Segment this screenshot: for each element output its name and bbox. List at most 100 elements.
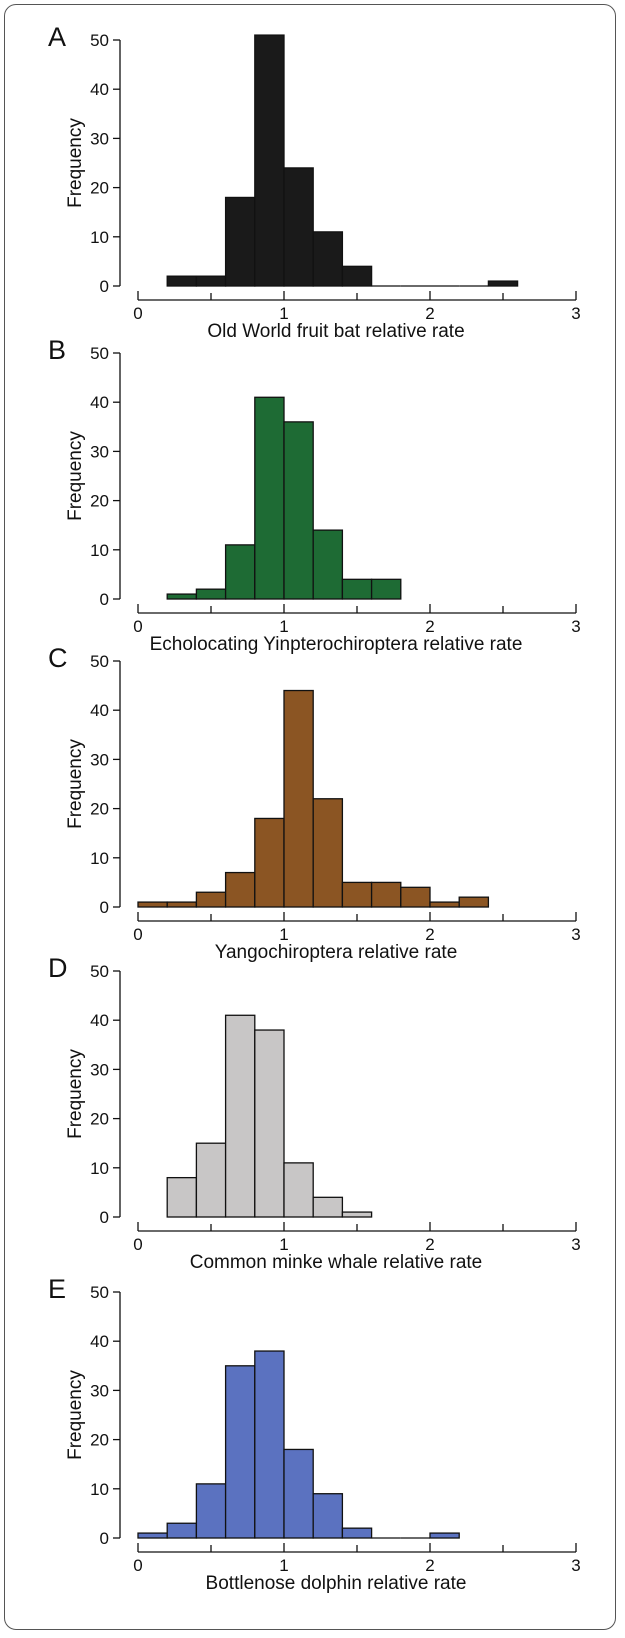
histogram-bar (254, 34, 285, 287)
histogram-bar (341, 881, 373, 908)
y-tick-label: 40 (90, 1332, 109, 1351)
histogram-bar (487, 280, 519, 287)
y-tick-label: 50 (90, 31, 109, 50)
x-tick-label: 3 (571, 1556, 580, 1575)
y-tick-label: 10 (90, 541, 109, 560)
histogram-bar (137, 1532, 168, 1539)
x-tick-label: 0 (133, 1556, 142, 1575)
histogram-bar (166, 593, 198, 600)
x-tick-label: 0 (133, 1235, 142, 1254)
x-tick-label: 0 (133, 617, 142, 636)
panel-a: A 0 10 20 30 40 50 Frequency 0 1 2 3 Old World fruit… (48, 22, 581, 342)
x-axis-title: Echolocating Yinpterochiroptera relative… (150, 634, 523, 655)
x-tick-label: 2 (425, 617, 434, 636)
y-tick-label: 30 (90, 129, 109, 148)
histogram-bar (224, 196, 256, 287)
y-tick-label: 50 (90, 1283, 109, 1302)
x-tick-label: 1 (279, 617, 288, 636)
y-tick-label: 20 (90, 1110, 109, 1129)
x-tick-label: 2 (425, 925, 434, 944)
y-tick-label: 50 (90, 344, 109, 363)
histogram-bar (254, 1350, 285, 1539)
histogram-bar (166, 275, 198, 287)
histogram-bar (137, 901, 168, 908)
y-tick-label: 10 (90, 1159, 109, 1178)
y-tick-label: 40 (90, 701, 109, 720)
y-tick-label: 30 (90, 750, 109, 769)
histogram-bar (429, 1532, 460, 1539)
histogram-bar (224, 1365, 256, 1539)
y-tick-label: 40 (90, 1011, 109, 1030)
x-axis-title: Common minke whale relative rate (190, 1252, 483, 1273)
x-tick-label: 2 (425, 304, 434, 323)
histogram-bar (283, 421, 314, 600)
histogram-bar (195, 588, 227, 600)
panel-b: B 0 10 20 30 40 50 Frequency 0 1 2 3 Echolocating Yi… (48, 335, 581, 655)
histogram-bar (341, 265, 373, 287)
histogram-bar (429, 901, 460, 908)
panel-label: C (48, 643, 68, 673)
y-tick-label: 0 (100, 898, 109, 917)
y-tick-label: 50 (90, 652, 109, 671)
histogram-bar (224, 1014, 256, 1218)
y-tick-label: 40 (90, 80, 109, 99)
histogram-bar (312, 1493, 344, 1539)
histogram-bar (283, 1162, 314, 1218)
panel-label: D (48, 953, 68, 983)
y-axis-title: Frequency (65, 1370, 86, 1460)
y-axis-title: Frequency (65, 1049, 86, 1139)
histogram-bar (312, 798, 344, 908)
y-tick-label: 10 (90, 1480, 109, 1499)
x-axis-title: Old World fruit bat relative rate (207, 321, 464, 342)
histogram-bar (341, 1527, 373, 1539)
histogram-bar (195, 891, 227, 908)
histogram-bar (166, 1522, 198, 1539)
panel-label: A (48, 22, 66, 52)
histogram-bar (458, 896, 490, 908)
histogram-bar (370, 578, 402, 600)
histogram-bar (254, 396, 285, 600)
x-tick-label: 1 (279, 925, 288, 944)
histogram-bar (195, 275, 227, 287)
y-tick-label: 0 (100, 590, 109, 609)
histogram-bar (312, 231, 344, 287)
y-axis-title: Frequency (65, 118, 86, 208)
y-tick-label: 50 (90, 962, 109, 981)
x-tick-label: 2 (425, 1235, 434, 1254)
x-tick-label: 1 (279, 1556, 288, 1575)
histogram-bar (341, 578, 373, 600)
y-axis-title: Frequency (65, 431, 86, 521)
histogram-bar (254, 817, 285, 908)
x-tick-label: 3 (571, 925, 580, 944)
panel-e: E 0 10 20 30 40 50 Frequency 0 1 2 3 Bottlenose dolp… (48, 1274, 581, 1594)
panel-label: B (48, 335, 66, 365)
histogram-bar (224, 871, 256, 908)
x-tick-label: 3 (571, 617, 580, 636)
histogram-bar (283, 167, 314, 287)
x-axis-title: Yangochiroptera relative rate (215, 942, 458, 963)
panel-c: C 0 10 20 30 40 50 Frequency 0 1 2 3 Yangochiroptera… (48, 643, 581, 963)
histogram-bar (341, 1211, 373, 1218)
panel-label: E (48, 1274, 66, 1304)
histogram-bar (370, 881, 402, 908)
y-tick-label: 20 (90, 492, 109, 511)
panel-d: D 0 10 20 30 40 50 Frequency 0 1 2 3 Common minke wh… (48, 953, 581, 1273)
histogram-bar (283, 689, 314, 908)
x-tick-label: 2 (425, 1556, 434, 1575)
y-tick-label: 0 (100, 277, 109, 296)
x-tick-label: 1 (279, 1235, 288, 1254)
histogram-bar (166, 1176, 198, 1218)
histogram-bar (400, 886, 431, 908)
histogram-bar (312, 1196, 344, 1218)
y-tick-label: 30 (90, 1381, 109, 1400)
histogram-bar (166, 901, 198, 908)
y-tick-label: 20 (90, 800, 109, 819)
histogram-bar (224, 544, 256, 600)
x-tick-label: 0 (133, 304, 142, 323)
x-tick-label: 3 (571, 1235, 580, 1254)
y-tick-label: 20 (90, 179, 109, 198)
y-tick-label: 30 (90, 442, 109, 461)
x-axis-title: Bottlenose dolphin relative rate (206, 1573, 467, 1594)
histogram-bar (195, 1142, 227, 1218)
